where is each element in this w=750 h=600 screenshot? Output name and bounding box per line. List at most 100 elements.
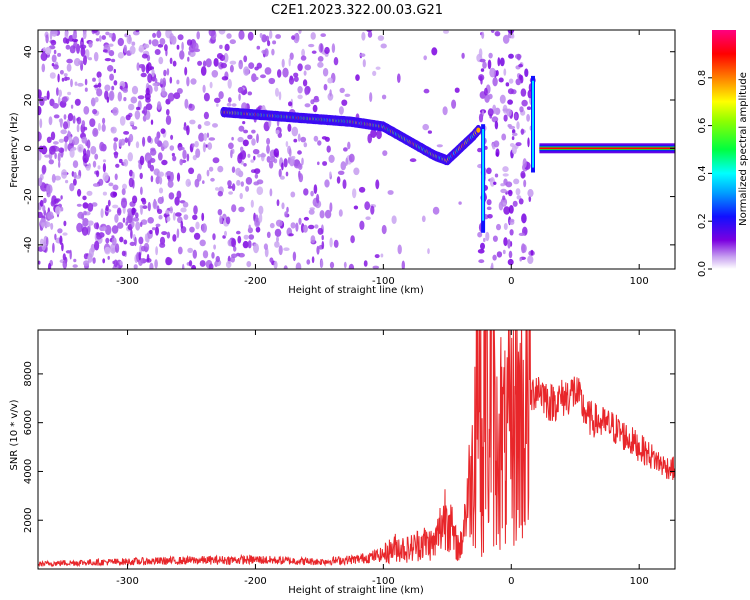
spectrogram-cell: [291, 35, 296, 40]
spectrogram-cell: [72, 115, 76, 124]
spectrogram-cell: [321, 235, 324, 241]
spectrogram-cell: [170, 134, 174, 140]
spectrogram-cell: [104, 90, 109, 100]
spectrogram-cell: [97, 122, 101, 131]
spectrogram-cell: [322, 161, 328, 166]
spectrogram-cell: [451, 99, 457, 109]
spectrogram-cell: [494, 30, 501, 37]
spectrogram-cell: [217, 190, 223, 197]
spectrogram-cell: [93, 84, 99, 88]
spectrogram-cell: [67, 113, 74, 122]
spectrogram-cell: [63, 220, 67, 227]
spectrogram-cell: [193, 205, 198, 215]
carrier-line: [539, 147, 675, 150]
spectrogram-cell: [303, 188, 309, 196]
spectrogram-cell: [486, 206, 492, 211]
spectrogram-cell: [128, 103, 135, 111]
spectrogram-cell: [58, 161, 61, 168]
spectrogram-cell: [157, 208, 163, 214]
spectrogram-cell: [191, 264, 196, 269]
spectrogram-cell: [212, 233, 216, 241]
spectrogram-cell: [159, 242, 166, 248]
spectrogram-cell: [82, 30, 87, 40]
spectrogram-cell: [361, 31, 366, 41]
spectrogram-cell: [521, 243, 526, 254]
spectrogram-cell: [140, 72, 147, 78]
spectrogram-cell: [172, 212, 176, 221]
spectrogram-cell: [182, 263, 185, 269]
spectrogram-cell: [320, 43, 323, 53]
spectrogram-cell: [154, 77, 158, 84]
spectrogram-cell: [176, 88, 183, 94]
spectrogram-cell: [216, 53, 224, 59]
spectrogram-cell: [287, 123, 292, 132]
spectrogram-cell: [72, 33, 78, 40]
spectrogram-cell: [492, 235, 498, 242]
spectrogram-cell: [197, 60, 203, 66]
spectrogram-cell: [45, 236, 49, 247]
spectrogram-cell: [173, 92, 181, 100]
spectrogram-cell: [493, 181, 497, 185]
spectrogram-cell: [324, 209, 332, 219]
spectrogram-cell: [477, 147, 483, 153]
spectrogram-cell: [480, 242, 485, 250]
spectrogram-cell: [365, 216, 371, 220]
spectrogram-cell: [162, 140, 169, 149]
spectrogram-cell: [267, 40, 271, 47]
spectrogram-cell: [276, 236, 279, 243]
spectrogram-cell: [275, 129, 280, 135]
spectrogram-cell: [500, 183, 505, 187]
x-tick-label: 100: [630, 276, 649, 287]
spectrogram-cell: [154, 49, 161, 55]
spectrogram-cell: [105, 31, 110, 36]
spectrogram-cell: [295, 262, 302, 269]
spectrogram-cell: [62, 232, 68, 236]
spectrogram-cell: [51, 62, 55, 67]
spectrogram-cell: [40, 52, 48, 62]
spectrogram-cell: [188, 167, 195, 175]
spectrogram-cell: [117, 222, 124, 229]
spectrogram-cell: [82, 202, 89, 209]
spectrogram-cell: [131, 85, 139, 95]
spectrogram-cell: [493, 140, 500, 148]
spectrogram-cell: [520, 170, 526, 179]
spectrogram-cell: [285, 141, 289, 147]
spectrogram-cell: [199, 260, 206, 267]
spectrogram-cell: [320, 259, 324, 268]
spectrogram-cell: [102, 49, 108, 53]
spectrogram-cell: [512, 132, 518, 137]
spectrogram-cell: [142, 136, 146, 147]
spectrogram-cell: [138, 236, 144, 245]
spectrogram-cell: [243, 55, 248, 63]
spectrogram-cell: [308, 43, 315, 48]
spectrogram-cell: [518, 63, 523, 68]
spectrogram-cell: [289, 52, 294, 60]
spectrogram-cell: [141, 199, 147, 205]
spectrogram-cell: [158, 214, 163, 220]
spectrogram-cell: [131, 41, 136, 46]
spectrogram-cell: [62, 253, 66, 261]
spectrogram-cell: [329, 237, 333, 248]
spectrogram-cell: [256, 179, 264, 185]
spectrogram-cell: [524, 68, 529, 77]
spectrogram-cell: [322, 67, 329, 77]
spectrogram-cell: [72, 136, 80, 146]
spectrogram-cell: [45, 46, 52, 56]
spectrogram-cell: [96, 88, 103, 97]
spectrogram-cell: [514, 113, 518, 120]
spectrogram-cell: [281, 202, 285, 210]
spectrogram-cell: [329, 202, 333, 213]
spectrogram-cell: [126, 35, 132, 45]
spectrogram-cell: [165, 256, 172, 266]
spectrogram-cell: [94, 96, 99, 103]
spectrogram-cell: [329, 89, 332, 97]
spectrogram-cell: [73, 178, 77, 186]
spectrogram-cell: [247, 240, 252, 249]
spectrogram-cell: [87, 202, 94, 212]
spectrogram-cell: [186, 39, 193, 46]
spectrogram-cell: [254, 173, 259, 179]
y-tick-label: -20: [23, 188, 34, 204]
spectrogram-cell: [256, 133, 259, 144]
spectrogram-cell: [505, 181, 513, 188]
spectrogram-cell: [266, 231, 271, 238]
